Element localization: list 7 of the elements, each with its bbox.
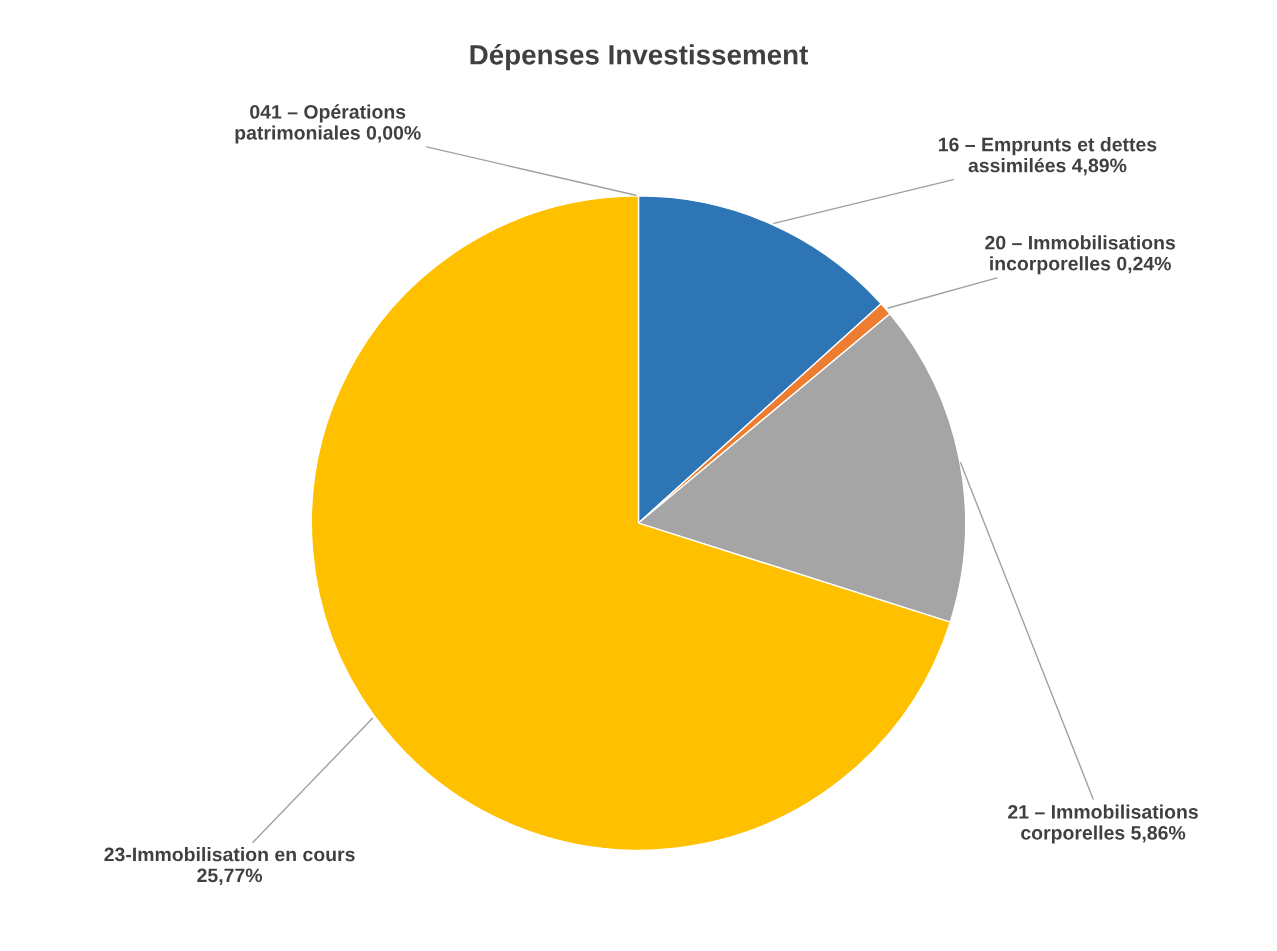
slice-label: 21 – Immobilisations corporelles 5,86% [1008, 804, 1198, 844]
category-label: 041 – Opérations patrimoniales 0,00% [235, 104, 421, 144]
slice-label: 23-Immobilisation en cours [104, 847, 355, 862]
slice-label: 20 – Immobilisations incorporelles 0,24% [985, 235, 1175, 275]
slice-label: 16 – Emprunts et dettes assimilées 4,89% [938, 137, 1157, 176]
chart-title: Dépenses Investissement [470, 43, 809, 71]
data-label: 25,77% [197, 868, 263, 886]
